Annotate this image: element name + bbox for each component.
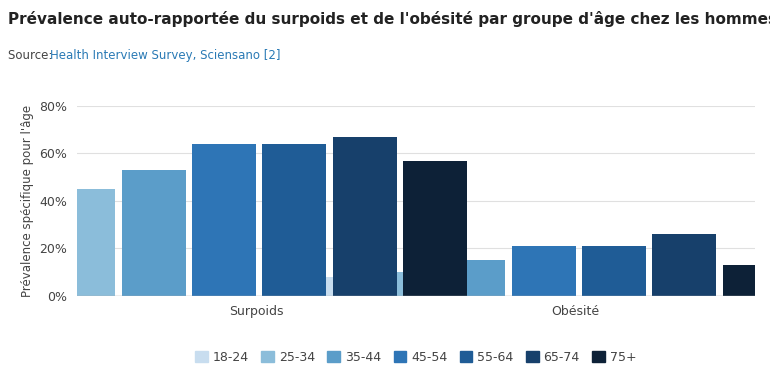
Bar xyxy=(441,260,505,296)
Bar xyxy=(403,161,467,296)
Bar xyxy=(371,272,435,296)
Bar xyxy=(722,265,770,296)
Bar xyxy=(512,246,576,296)
Bar xyxy=(192,144,256,296)
Bar xyxy=(301,277,365,296)
Bar xyxy=(52,189,116,296)
Y-axis label: Prévalence spécifique pour l'âge: Prévalence spécifique pour l'âge xyxy=(21,105,34,297)
Text: Prévalence auto-rapportée du surpoids et de l'obésité par groupe d'âge chez les : Prévalence auto-rapportée du surpoids et… xyxy=(8,11,770,27)
Bar xyxy=(0,236,45,296)
Text: Source:: Source: xyxy=(8,49,56,62)
Bar xyxy=(582,246,646,296)
Bar xyxy=(263,144,326,296)
Bar xyxy=(652,234,716,296)
Legend: 18-24, 25-34, 35-44, 45-54, 55-64, 65-74, 75+: 18-24, 25-34, 35-44, 45-54, 55-64, 65-74… xyxy=(190,346,641,369)
Text: Health Interview Survey, Sciensano [2]: Health Interview Survey, Sciensano [2] xyxy=(50,49,280,62)
Bar xyxy=(333,137,397,296)
Bar xyxy=(122,170,186,296)
